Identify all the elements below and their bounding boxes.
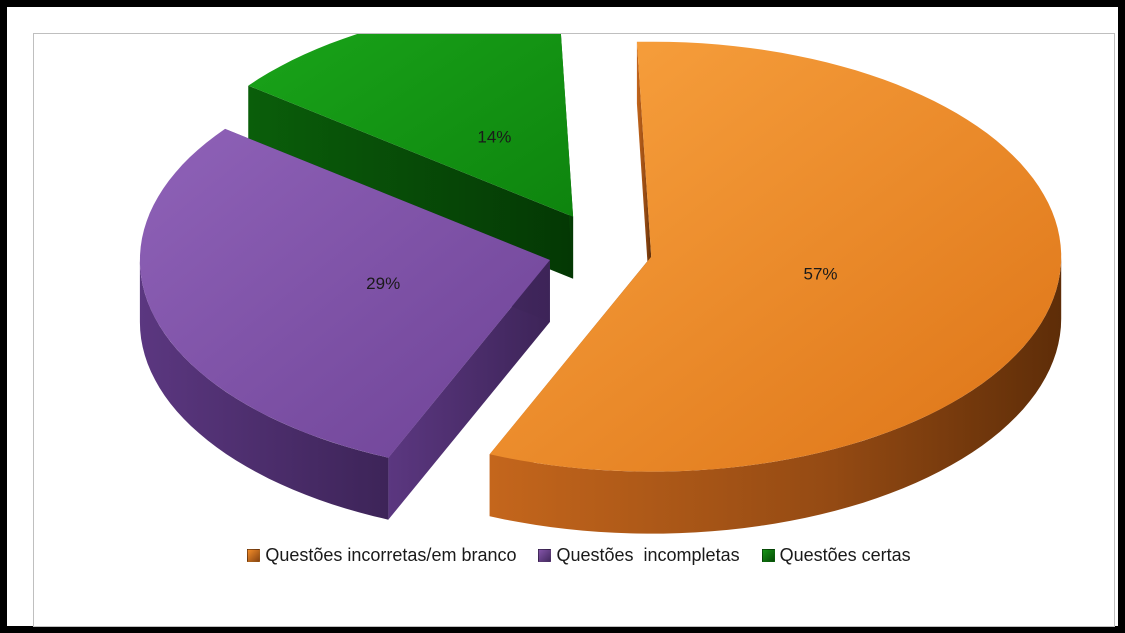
pie-slice-1-wall-1 xyxy=(636,41,652,319)
legend-label-1: Questões incorretas/em branco xyxy=(265,544,517,565)
legend-swatch-1 xyxy=(247,548,261,562)
legend-item-2: Questões incompletas xyxy=(538,544,740,566)
pie-slice-2-rim xyxy=(139,260,389,520)
pie-slice-1-top xyxy=(489,41,1062,472)
data-label-2: 29% xyxy=(366,274,400,293)
legend-swatch-3 xyxy=(761,548,775,562)
data-label-3: 14% xyxy=(477,128,511,147)
pie-slice-1 xyxy=(489,41,1062,534)
legend-label-2: Questões incompletas xyxy=(556,544,740,565)
pie-chart: 14% 57% 29% xyxy=(139,34,1062,534)
pie-slice-2-top xyxy=(139,128,550,458)
pie-slices-layer xyxy=(139,34,1062,534)
pie-slice-2 xyxy=(139,128,550,520)
pie-slice-3-wall-1 xyxy=(248,85,574,279)
data-label-1: 57% xyxy=(803,264,837,283)
legend-label-3: Questões certas xyxy=(779,544,911,565)
chart-area: 14% 57% 29% Questões incorretas/em branco Q… xyxy=(33,33,1115,627)
legend-item-3: Questões certas xyxy=(761,544,911,566)
pie-slice-3 xyxy=(248,34,574,279)
pie-slice-2-wall-1 xyxy=(388,260,550,520)
pie-data-labels: 14% 57% 29% xyxy=(366,128,837,293)
legend-item-1: Questões incorretas/em branco xyxy=(247,545,516,566)
pie-slice-1-rim xyxy=(489,256,1062,534)
chart-legend: Questões incorretas/em branco Questões in… xyxy=(114,542,1044,568)
legend-swatch-2 xyxy=(538,548,552,562)
pie-slice-3-top xyxy=(248,34,574,217)
